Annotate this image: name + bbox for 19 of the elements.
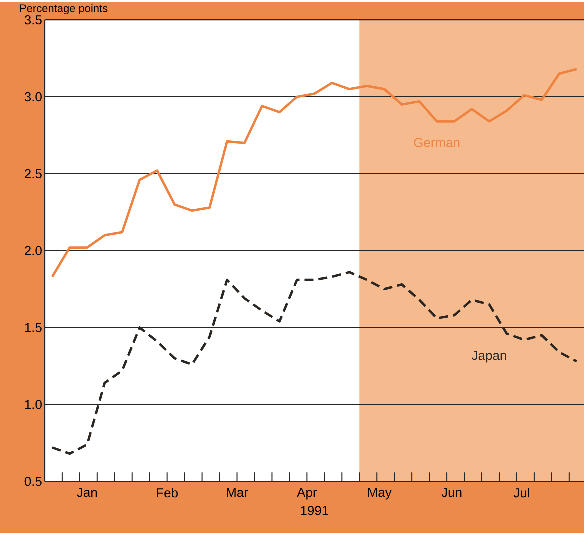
x-axis-title: 1991 xyxy=(301,506,328,516)
x-tick-label: Mar xyxy=(227,488,248,498)
y-tick-label: 1.5 xyxy=(25,323,42,333)
line-series xyxy=(51,68,578,278)
x-tick-label: Jun xyxy=(442,488,462,498)
y-tick-label: 2.0 xyxy=(25,246,42,256)
series-label: Japan xyxy=(472,351,506,364)
y-tick-label: 3.0 xyxy=(24,92,42,102)
y-tick-label: 0.5 xyxy=(24,477,42,486)
y-axis-title: Percentage points xyxy=(20,4,108,15)
x-tick-label: Apr xyxy=(297,488,318,500)
x-tick-label: Jan xyxy=(77,488,98,498)
x-tick-label: Feb xyxy=(157,488,178,498)
y-tick-label: 1.0 xyxy=(25,400,42,410)
y-tick-label: 2.5 xyxy=(25,170,42,179)
series-label: German xyxy=(414,138,460,148)
y-tick-label: 3.5 xyxy=(24,16,42,25)
x-tick-label: Jul xyxy=(514,488,530,498)
x-tick-label: May xyxy=(368,488,392,500)
